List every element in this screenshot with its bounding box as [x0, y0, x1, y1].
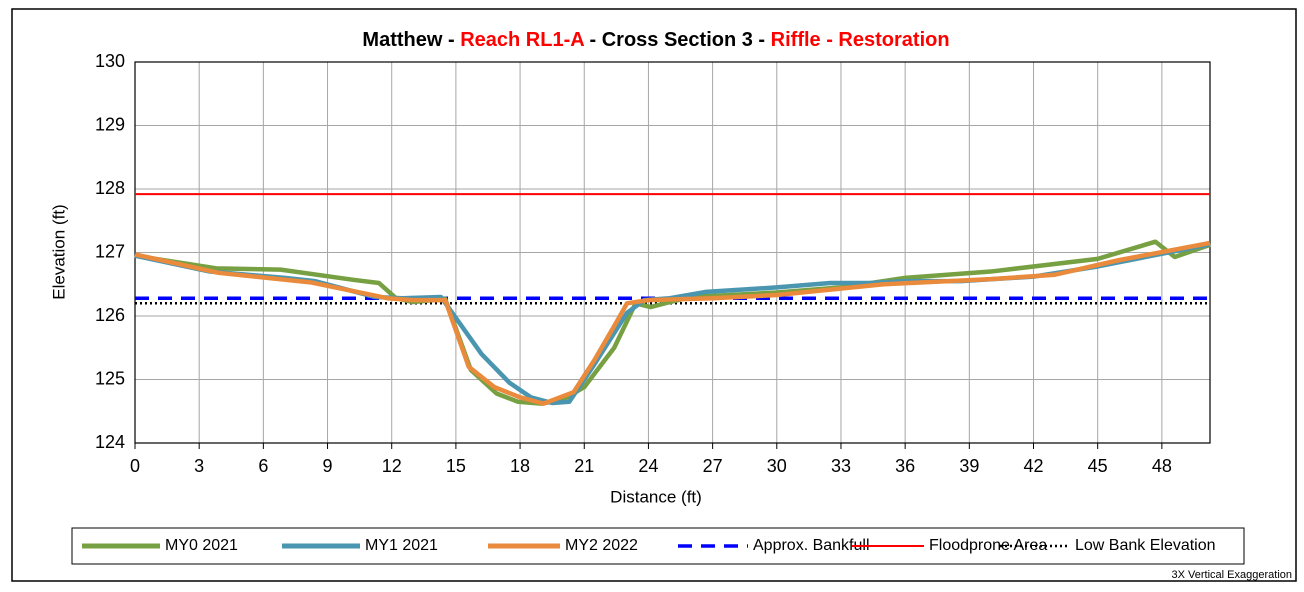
x-tick-label: 30: [767, 456, 787, 476]
x-tick-label: 18: [510, 456, 530, 476]
x-tick-label: 9: [323, 456, 333, 476]
x-tick-label: 15: [446, 456, 466, 476]
title-part: Matthew -: [362, 29, 460, 51]
y-axis-title: Elevation (ft): [49, 204, 68, 299]
legend-label: MY2 2022: [565, 537, 638, 554]
x-tick-label: 42: [1023, 456, 1043, 476]
y-tick-label: 127: [95, 241, 125, 261]
note: 3X Vertical Exaggeration: [1172, 569, 1292, 581]
legend-label: Low Bank Elevation: [1075, 537, 1216, 554]
x-tick-label: 21: [574, 456, 594, 476]
y-tick-label: 126: [95, 305, 125, 325]
title-part: Reach RL1-A: [460, 29, 584, 51]
title-part: Riffle - Restoration: [771, 29, 950, 51]
legend-label: Floodprone Area: [929, 537, 1047, 554]
x-tick-label: 0: [130, 456, 140, 476]
legend-label: MY1 2021: [365, 537, 438, 554]
x-tick-label: 6: [258, 456, 268, 476]
x-tick-label: 45: [1088, 456, 1108, 476]
x-tick-label: 39: [959, 456, 979, 476]
x-tick-label: 12: [382, 456, 402, 476]
x-tick-label: 24: [638, 456, 658, 476]
legend-label: MY0 2021: [165, 537, 238, 554]
legend: [71, 527, 1245, 565]
y-tick-label: 125: [95, 368, 125, 388]
x-tick-label: 3: [194, 456, 204, 476]
y-tick-label: 129: [95, 114, 125, 134]
series-line: [134, 240, 1211, 406]
x-tick-label: 36: [895, 456, 915, 476]
y-tick-label: 124: [95, 432, 125, 452]
x-tick-label: 27: [703, 456, 723, 476]
series-line: [134, 239, 1211, 406]
y-tick-label: 128: [95, 178, 125, 198]
plot-border: [134, 61, 1211, 444]
x-tick-label: 48: [1152, 456, 1172, 476]
chart-frame: [11, 8, 1297, 582]
legend-label: Approx. Bankfull: [753, 537, 870, 554]
x-axis-title: Distance (ft): [610, 487, 702, 506]
title-part: - Cross Section 3 -: [584, 29, 771, 51]
chart-title: Matthew - Reach RL1-A - Cross Section 3 …: [362, 29, 949, 51]
x-tick-label: 33: [831, 456, 851, 476]
y-tick-label: 130: [95, 51, 125, 71]
